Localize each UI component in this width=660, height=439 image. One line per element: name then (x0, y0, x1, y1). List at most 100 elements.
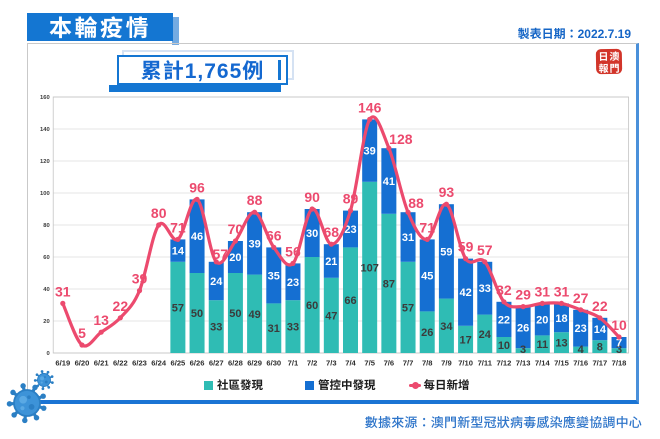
x-axis-label: 7/13 (516, 359, 531, 368)
bar-label-community: 57 (172, 302, 184, 314)
line-marker (367, 116, 373, 122)
x-axis-label: 7/11 (478, 359, 493, 368)
line-marker (79, 342, 85, 348)
bar-community (611, 348, 627, 353)
bar-label-quarantine: 23 (575, 323, 587, 335)
bar-label-community: 31 (268, 323, 280, 335)
bar-label-community: 3 (520, 344, 526, 356)
legend-label: 每日新增 (423, 377, 470, 393)
bar-label-community: 66 (344, 295, 356, 307)
line-value-label: 27 (573, 290, 589, 306)
x-axis-label: 7/6 (384, 359, 395, 368)
bar-quarantine (266, 247, 282, 304)
line-value-label: 96 (189, 179, 205, 195)
x-axis-label: 6/21 (94, 359, 110, 368)
bar-quarantine (247, 212, 263, 275)
line-marker (156, 222, 162, 228)
bar-quarantine (400, 212, 416, 262)
line-marker (386, 145, 392, 151)
bar-label-community: 49 (248, 309, 260, 321)
x-axis-label: 7/7 (403, 359, 414, 368)
bar-label-community: 87 (383, 278, 395, 290)
line-marker (424, 236, 430, 242)
x-axis-label: 7/15 (554, 359, 570, 368)
bar-community (304, 257, 320, 353)
line-value-label: 66 (266, 227, 282, 243)
bar-label-quarantine: 41 (383, 176, 395, 188)
bar-label-quarantine: 7 (616, 338, 622, 350)
line-marker (213, 259, 219, 265)
line-marker (520, 304, 526, 310)
line-value-label: 29 (515, 287, 531, 303)
bar-label-community: 47 (325, 310, 337, 322)
bar-label-quarantine: 23 (287, 277, 299, 289)
data-source: 數據來源：澳門新型冠狀病毒感染應變協調中心 (364, 412, 642, 431)
line-value-label: 80 (151, 205, 167, 221)
virus-icon-large (6, 383, 47, 424)
line-marker (117, 315, 123, 321)
plot-border (52, 96, 630, 354)
line-value-label: 31 (554, 283, 570, 299)
line-marker (175, 236, 181, 242)
bar-quarantine (592, 317, 608, 341)
bar-community (496, 337, 512, 353)
bar-community (189, 273, 205, 353)
legend-item-daily-new: 每日新增 (408, 377, 470, 393)
bar-quarantine (285, 263, 301, 301)
line-value-label: 10 (611, 317, 627, 333)
y-axis-label: 140 (40, 127, 50, 133)
bar-quarantine (419, 239, 435, 312)
bar-label-community: 33 (287, 322, 299, 334)
title-banner: 本輪疫情 (27, 13, 173, 41)
line-value-label: 146 (358, 99, 382, 115)
bar-quarantine (553, 303, 569, 333)
bar-quarantine (573, 309, 589, 347)
line-value-label: 13 (93, 312, 109, 328)
bar-quarantine (477, 261, 493, 315)
bar-label-community: 4 (578, 344, 585, 356)
bar-quarantine (208, 261, 224, 301)
bar-community (458, 325, 474, 353)
line-value-label: 22 (592, 298, 608, 314)
bar-quarantine (170, 239, 186, 262)
x-axis-label: 6/25 (170, 359, 186, 368)
line-marker (405, 209, 411, 215)
line-marker (616, 334, 622, 340)
bar-label-quarantine: 45 (421, 270, 433, 282)
page-title: 本輪疫情 (49, 9, 151, 43)
community-swatch (204, 380, 213, 390)
bar-label-quarantine: 39 (248, 238, 260, 250)
line-marker (443, 201, 449, 207)
bar-label-quarantine: 24 (210, 276, 223, 288)
x-axis-label: 6/28 (228, 359, 243, 368)
x-axis-label: 7/17 (592, 359, 607, 368)
chart-legend: 社區發現 管控中發現 每日新增 (0, 377, 660, 393)
y-axis-label: 160 (40, 95, 50, 101)
legend-label: 管控中發現 (318, 377, 376, 393)
line-value-label: 22 (113, 298, 129, 314)
line-value-label: 70 (228, 221, 244, 237)
x-axis-label: 7/10 (458, 359, 473, 368)
line-value-label: 128 (389, 131, 413, 147)
bar-label-community: 11 (536, 339, 548, 351)
cumulative-badge: 累計1,765例 (117, 55, 288, 85)
quarantine-swatch (305, 380, 314, 390)
bar-community (400, 261, 416, 353)
x-axis-label: 7/8 (422, 359, 433, 368)
bar-label-community: 3 (616, 344, 622, 356)
bar-community (592, 340, 608, 353)
bar-label-community: 24 (479, 329, 492, 341)
x-axis-label: 7/2 (307, 359, 318, 368)
bar-label-community: 57 (402, 302, 414, 314)
y-axis-label: 40 (43, 287, 49, 293)
x-axis-label: 6/27 (209, 359, 224, 368)
bar-community (438, 298, 454, 353)
daily-new-dot (411, 381, 419, 389)
legend-item-quarantine: 管控中發現 (305, 377, 376, 393)
bar-label-quarantine: 39 (364, 146, 376, 158)
bar-label-quarantine: 22 (498, 314, 510, 326)
line-value-label: 93 (439, 184, 455, 200)
bar-label-quarantine: 20 (536, 314, 548, 326)
bar-label-community: 17 (459, 334, 471, 346)
bar-label-quarantine: 14 (172, 246, 185, 258)
